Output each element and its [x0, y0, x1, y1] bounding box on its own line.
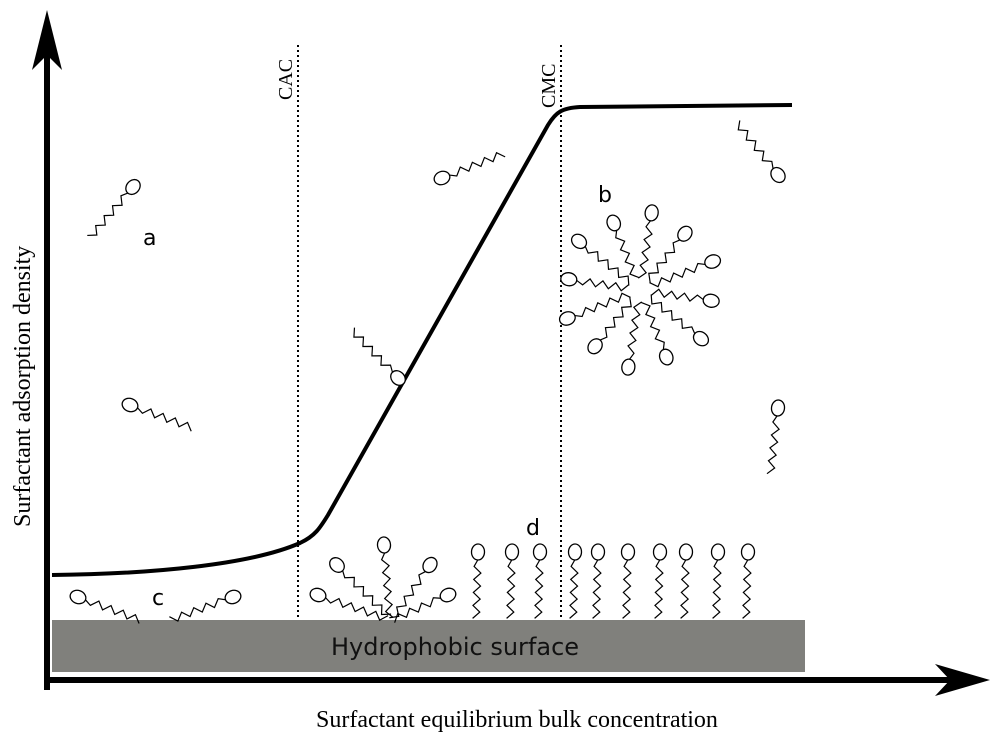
- surfactant-tail: [737, 120, 774, 169]
- surfactant-tail: [534, 559, 544, 619]
- surfactant-tail: [680, 559, 690, 619]
- surfactant-tail: [506, 559, 516, 619]
- label-c: c: [152, 586, 164, 611]
- surfactant-head: [678, 543, 694, 561]
- surfactant-head: [560, 272, 578, 287]
- surfactant-tail: [137, 407, 192, 432]
- surfactant-tail: [576, 278, 630, 292]
- surfactant-head: [770, 399, 786, 417]
- surfactant-tail: [712, 559, 722, 619]
- surfactant-tail: [574, 292, 631, 318]
- y-arrow: [32, 10, 62, 70]
- surfactant-head: [470, 543, 486, 561]
- label-a: a: [143, 226, 156, 251]
- surfactant-tail: [394, 597, 441, 623]
- surfactant-tail: [640, 301, 665, 350]
- surfactant-head: [658, 348, 674, 366]
- surfactant-head: [704, 254, 722, 269]
- surfactant-tail: [627, 301, 643, 360]
- surfactant-tail: [342, 570, 392, 616]
- surfactant-tail: [87, 192, 129, 237]
- x-arrow: [935, 664, 990, 696]
- surfactant-head: [740, 543, 756, 561]
- surfactant-tail: [169, 598, 226, 622]
- surfactant-tail: [592, 559, 602, 619]
- surfactant-tail: [380, 552, 394, 618]
- surfactant-tail: [599, 297, 632, 341]
- surfactant-tail: [637, 220, 653, 279]
- surfactant-head: [125, 178, 141, 196]
- surface-label: Hydrophobic surface: [331, 633, 579, 661]
- surfactant-head: [224, 589, 242, 605]
- surfactant-tail: [584, 246, 630, 286]
- surfactant-head: [390, 370, 406, 386]
- surfactant-head: [433, 170, 451, 186]
- surfactant-tail: [85, 599, 140, 624]
- surfactant-head: [558, 311, 576, 326]
- surfactant-tail: [650, 294, 696, 334]
- surfactant-head: [439, 587, 457, 603]
- surfactant-head: [69, 589, 87, 605]
- y-axis-label: Surfactant adsorption density: [10, 246, 36, 527]
- surfactant-head: [710, 543, 726, 561]
- label-b: b: [598, 183, 612, 208]
- cmc-label: CMC: [538, 64, 560, 108]
- surfactant-tail: [648, 239, 681, 283]
- surfactant-head: [121, 397, 139, 413]
- surfactant-head: [621, 358, 636, 376]
- surfactant-tail: [569, 559, 579, 619]
- surfactant-tail: [649, 262, 706, 288]
- surfactant-tail: [449, 151, 506, 177]
- x-axis-label: Surfactant equilibrium bulk concentratio…: [316, 707, 718, 733]
- surfactant-head: [590, 543, 606, 561]
- surfactant-tail: [742, 559, 752, 619]
- surfactant-tail: [650, 288, 704, 302]
- surfactant-tail: [654, 559, 664, 619]
- surfactant-molecules: [69, 120, 786, 624]
- surfactant-head: [770, 166, 786, 184]
- surfactant-tail: [766, 415, 780, 475]
- surfactant-head: [620, 543, 636, 561]
- surfactant-head: [376, 536, 392, 554]
- surfactant-head: [532, 543, 548, 561]
- surfactant-tail: [615, 230, 640, 279]
- surfactant-head: [652, 543, 668, 561]
- surfactant-head: [702, 293, 720, 308]
- surfactant-head: [567, 543, 583, 561]
- surfactant-tail: [472, 559, 482, 619]
- surfactant-head: [644, 204, 659, 222]
- surfactant-tail: [622, 559, 632, 619]
- hydrophobic-surface: [52, 620, 805, 672]
- surfactant-head: [329, 557, 345, 573]
- surfactant-tail: [325, 597, 389, 621]
- isotherm-curve: [51, 103, 793, 577]
- surfactant-head: [309, 587, 327, 603]
- surfactant-tail: [353, 327, 394, 373]
- label-d: d: [526, 516, 540, 541]
- surfactant-head: [504, 543, 520, 561]
- cac-label: CAC: [275, 59, 297, 100]
- surfactant-head: [606, 214, 622, 232]
- surfactant-tail: [389, 571, 426, 619]
